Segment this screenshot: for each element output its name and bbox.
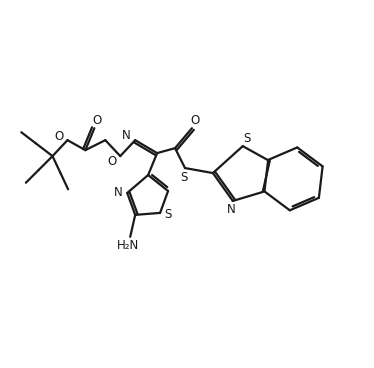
- Text: O: O: [93, 114, 102, 127]
- Text: H₂N: H₂N: [117, 239, 140, 252]
- Text: N: N: [227, 204, 235, 216]
- Text: S: S: [243, 132, 251, 145]
- Text: S: S: [180, 170, 188, 184]
- Text: N: N: [114, 187, 123, 199]
- Text: N: N: [122, 129, 131, 142]
- Text: S: S: [165, 208, 172, 222]
- Text: O: O: [55, 130, 64, 143]
- Text: O: O: [108, 155, 117, 167]
- Text: O: O: [190, 114, 200, 127]
